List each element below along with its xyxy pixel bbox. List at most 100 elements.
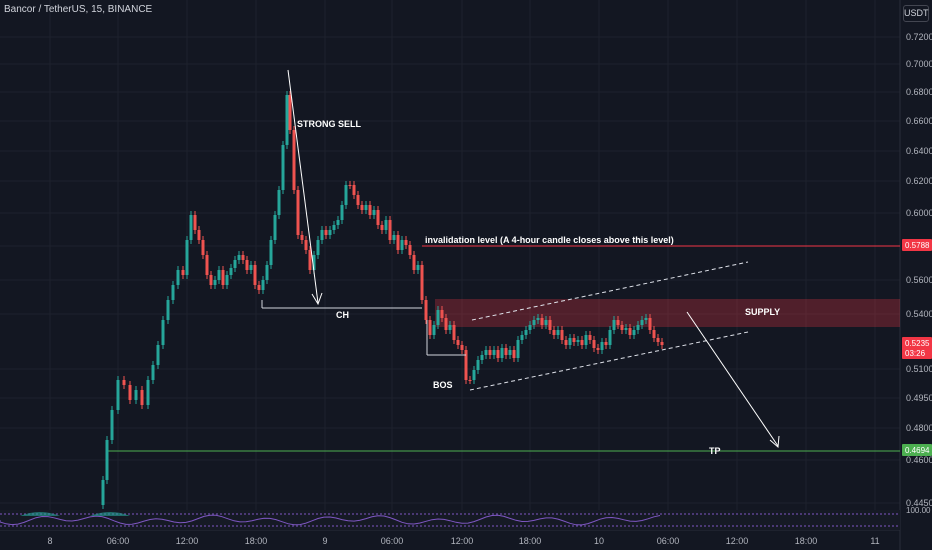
candle-body: [320, 230, 324, 240]
y-tick-label: 0.6400: [906, 146, 932, 156]
candle-body: [265, 265, 269, 280]
currency-selector[interactable]: USDT: [903, 5, 929, 22]
candle-body: [336, 220, 340, 225]
strong-sell-arrow: [287, 69, 319, 304]
y-tick-label: 0.7200: [906, 32, 932, 42]
channel-upper: [471, 261, 749, 321]
candle-body: [277, 190, 281, 215]
candle-body: [189, 215, 193, 240]
candle-body: [492, 350, 496, 355]
candle-body: [496, 350, 500, 358]
x-tick-label: 10: [594, 536, 604, 546]
candle-body: [105, 440, 109, 480]
candle-body: [332, 225, 336, 230]
indicator-overbought-fill: [90, 512, 130, 516]
candle-body: [156, 345, 160, 365]
candle-body: [221, 270, 225, 285]
candle-body: [217, 270, 221, 280]
candle-body: [584, 335, 588, 345]
candle-body: [652, 330, 656, 338]
indicator-tick-label: 100.00: [906, 506, 931, 515]
candle-body: [372, 210, 376, 215]
candle-body: [400, 240, 404, 250]
y-tick-label: 0.6200: [906, 176, 932, 186]
candle-body: [249, 265, 253, 270]
candle-body: [134, 390, 138, 400]
candle-body: [197, 230, 201, 240]
candle-body: [245, 260, 249, 270]
candle-body: [261, 280, 265, 290]
x-tick-label: 12:00: [176, 536, 199, 546]
ch-label: CH: [336, 310, 349, 320]
candle-body: [356, 195, 360, 205]
candle-body: [480, 355, 484, 360]
candle-body: [572, 338, 576, 342]
candle-body: [660, 342, 664, 345]
x-tick-label: 18:00: [245, 536, 268, 546]
candle-body: [536, 318, 540, 320]
x-tick-label: 06:00: [107, 536, 130, 546]
symbol-title: Bancor / TetherUS, 15, BINANCE: [4, 4, 153, 15]
candle-body: [233, 260, 237, 268]
candle-body: [396, 235, 400, 250]
candle-body: [656, 338, 660, 342]
candle-body: [380, 225, 384, 230]
candle-body: [608, 330, 612, 345]
candle-body: [257, 285, 261, 290]
x-tick-label: 12:00: [451, 536, 474, 546]
price-tag: [902, 444, 932, 456]
price-tag-label: 0.5235: [905, 339, 930, 348]
candle-body: [273, 215, 277, 240]
candle-body: [241, 255, 245, 260]
candle-body: [460, 345, 464, 350]
candle-body: [308, 250, 312, 270]
strong-sell-label: STRONG SELL: [297, 119, 362, 129]
candle-body: [288, 95, 292, 130]
candle-body: [456, 340, 460, 345]
candle-body: [340, 205, 344, 220]
candle-body: [624, 328, 628, 330]
candle-body: [548, 320, 552, 330]
y-tick-label: 0.5400: [906, 309, 932, 319]
candle-body: [140, 390, 144, 405]
candle-body: [472, 370, 476, 380]
candle-body: [628, 328, 632, 335]
x-tick-label: 8: [47, 536, 52, 546]
candle-body: [600, 342, 604, 350]
candle-body: [564, 340, 568, 345]
candle-body: [416, 265, 420, 270]
candle-body: [440, 310, 444, 318]
candle-body: [484, 350, 488, 355]
candle-body: [384, 220, 388, 230]
candle-body: [412, 255, 416, 270]
candle-body: [328, 230, 332, 235]
channel-lower: [469, 331, 749, 391]
candle-body: [504, 348, 508, 355]
candle-body: [632, 330, 636, 335]
candle-body: [348, 185, 352, 186]
candle-body: [568, 338, 572, 345]
candle-body: [296, 190, 300, 235]
candle-body: [101, 480, 105, 505]
candle-body: [161, 320, 165, 345]
candle-body: [476, 360, 480, 370]
candle-body: [556, 330, 560, 335]
candle-body: [364, 205, 368, 210]
candle-body: [229, 268, 233, 275]
price-tag: [902, 239, 932, 251]
price-tag: [902, 347, 932, 359]
candle-body: [552, 330, 556, 335]
x-tick-label: 9: [322, 536, 327, 546]
bos-label: BOS: [433, 380, 453, 390]
candle-body: [392, 235, 396, 240]
candle-body: [636, 325, 640, 330]
candle-body: [122, 380, 126, 385]
candle-body: [524, 330, 528, 335]
candle-body: [544, 320, 548, 325]
candle-body: [424, 300, 428, 320]
candle-body: [648, 318, 652, 330]
candle-body: [304, 240, 308, 250]
candle-body: [352, 185, 356, 195]
candle-body: [151, 365, 155, 380]
